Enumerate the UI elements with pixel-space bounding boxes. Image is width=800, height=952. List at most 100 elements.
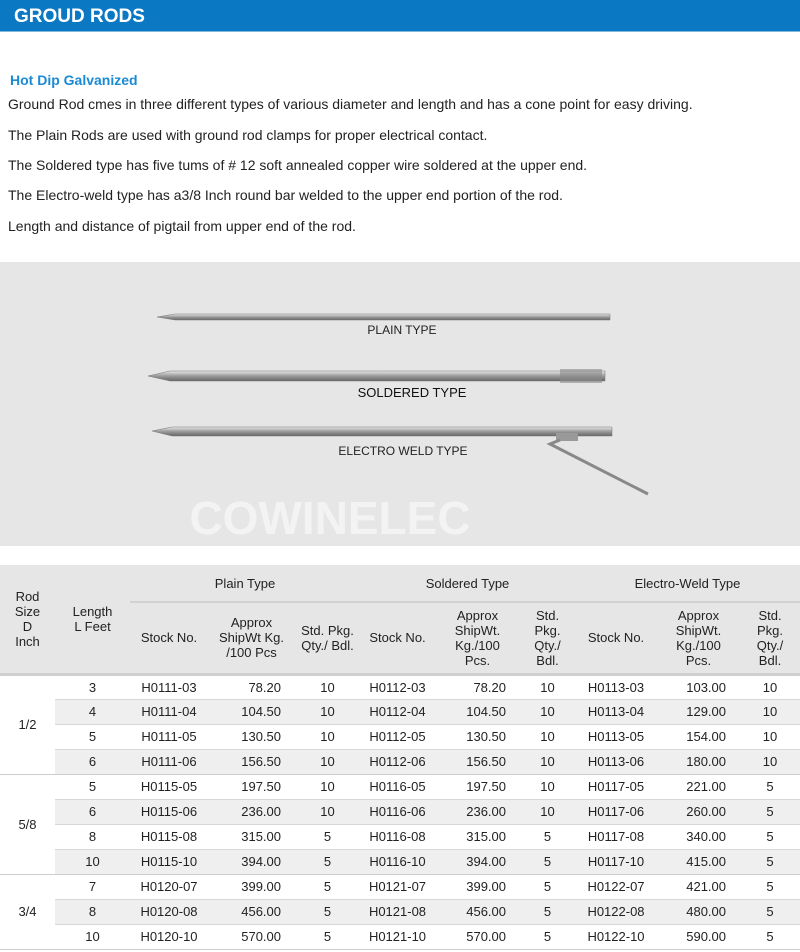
- table-cell: 236.00: [435, 799, 520, 825]
- table-cell: H0112-05: [360, 724, 435, 750]
- table-cell: 7: [55, 874, 130, 900]
- page-title-banner: GROUD RODS: [0, 0, 800, 32]
- table-row: 1/2 3 H0111-03 78.20 10 H0112-03 78.20 10 H0113-…: [0, 674, 800, 775]
- table-cell: 415.00: [657, 849, 740, 875]
- col-length: Length L Feet: [55, 565, 130, 676]
- table-cell: 154.00: [657, 724, 740, 750]
- table-cell: 5: [295, 924, 360, 950]
- table-cell: 5: [520, 874, 575, 900]
- section-subtitle: Hot Dip Galvanized: [10, 72, 138, 88]
- table-cell: H0115-10: [130, 849, 208, 875]
- table-cell: 8: [55, 824, 130, 850]
- table-cell: 10: [295, 724, 360, 750]
- table-cell: 221.00: [657, 774, 740, 800]
- table-cell: 129.00: [657, 699, 740, 725]
- col-ship-weight: Approx ShipWt Kg. /100 Pcs: [208, 602, 295, 676]
- table-cell: H0115-08: [130, 824, 208, 850]
- table-cell: 260.00: [657, 799, 740, 825]
- col-pkg-qty: Std. Pkg. Qty./ Bdl.: [520, 602, 575, 676]
- table-cell: H0116-06: [360, 799, 435, 825]
- table-cell: 10: [520, 724, 575, 750]
- col-pkg-qty: Std. Pkg. Qty./ Bdl.: [740, 602, 800, 676]
- table-cell: 5: [740, 874, 800, 900]
- product-figure: COWINELEC PLAIN TYPE SOLDERED TYPE ELECT…: [0, 262, 800, 546]
- table-cell: 5: [740, 774, 800, 800]
- table-cell: 10: [295, 799, 360, 825]
- table-cell: 5: [520, 824, 575, 850]
- electro-weld-type-label: ELECTRO WELD TYPE: [338, 444, 467, 458]
- table-cell: 10: [740, 674, 800, 700]
- table-cell: 456.00: [435, 899, 520, 925]
- table-cell: H0122-10: [575, 924, 657, 950]
- table-cell: 5: [520, 849, 575, 875]
- soldered-type-label: SOLDERED TYPE: [358, 385, 467, 400]
- rod-size-cell: 1/2: [0, 674, 55, 775]
- table-cell: 399.00: [435, 874, 520, 900]
- table-cell: 394.00: [435, 849, 520, 875]
- table-cell: 10: [520, 674, 575, 700]
- table-cell: H0116-05: [360, 774, 435, 800]
- rod-size-cell: 5/8: [0, 774, 55, 875]
- col-ship-weight: Approx ShipWt. Kg./100 Pcs.: [657, 602, 740, 676]
- table-cell: 5: [740, 924, 800, 950]
- group-soldered-type: Soldered Type: [360, 565, 575, 603]
- table-cell: 5: [55, 724, 130, 750]
- table-cell: 394.00: [208, 849, 295, 875]
- table-cell: 6: [55, 749, 130, 775]
- table-row: 10 H0120-10 570.00 5 H0121-10 570.00 5 H0122-10…: [0, 924, 800, 950]
- table-cell: 78.20: [435, 674, 520, 700]
- table-cell: H0116-08: [360, 824, 435, 850]
- table-cell: H0112-04: [360, 699, 435, 725]
- table-cell: 10: [740, 699, 800, 725]
- table-cell: 130.50: [208, 724, 295, 750]
- table-row: 8 H0115-08 315.00 5 H0116-08 315.00 5 H0117-08 3…: [0, 824, 800, 850]
- electro-weld-rod: [151, 426, 649, 496]
- col-stock-no: Stock No.: [575, 602, 657, 676]
- rods-illustration: COWINELEC PLAIN TYPE SOLDERED TYPE ELECT…: [147, 313, 649, 544]
- table-cell: 8: [55, 899, 130, 925]
- col-stock-no: Stock No.: [360, 602, 435, 676]
- table-row: 10 H0115-10 394.00 5 H0116-10 394.00 5 H0117-10…: [0, 849, 800, 875]
- table-cell: 10: [55, 924, 130, 950]
- table-row: 4 H0111-04 104.50 10 H0112-04 104.50 10 H0113-0…: [0, 699, 800, 725]
- paragraph: Length and distance of pigtail from uppe…: [8, 218, 356, 234]
- page-title: GROUD RODS: [14, 6, 145, 27]
- table-cell: 10: [520, 699, 575, 725]
- plain-type-label: PLAIN TYPE: [367, 323, 436, 337]
- table-cell: H0111-04: [130, 699, 208, 725]
- table-cell: 5: [740, 899, 800, 925]
- table-cell: H0111-05: [130, 724, 208, 750]
- paragraph: The Plain Rods are used with ground rod …: [8, 127, 488, 143]
- table-cell: H0115-06: [130, 799, 208, 825]
- table-cell: 5: [520, 924, 575, 950]
- table-cell: 6: [55, 799, 130, 825]
- table-cell: 5: [520, 899, 575, 925]
- table-cell: 10: [740, 749, 800, 775]
- table-cell: 456.00: [208, 899, 295, 925]
- col-ship-weight: Approx ShipWt. Kg./100 Pcs.: [435, 602, 520, 676]
- paragraph: The Electro-weld type has a3/8 Inch roun…: [8, 187, 563, 203]
- table-cell: 480.00: [657, 899, 740, 925]
- table-cell: 130.50: [435, 724, 520, 750]
- table-cell: 103.00: [657, 674, 740, 700]
- table-cell: H0117-06: [575, 799, 657, 825]
- table-cell: 421.00: [657, 874, 740, 900]
- table-cell: 5: [295, 899, 360, 925]
- table-cell: 5: [295, 824, 360, 850]
- table-cell: 315.00: [435, 824, 520, 850]
- table-row: 5 H0111-05 130.50 10 H0112-05 130.50 10 H0113-0…: [0, 724, 800, 750]
- table-cell: H0112-06: [360, 749, 435, 775]
- group-electro-weld-type: Electro-Weld Type: [575, 565, 800, 603]
- table-cell: H0121-10: [360, 924, 435, 950]
- table-cell: 340.00: [657, 824, 740, 850]
- table-cell: H0117-10: [575, 849, 657, 875]
- table-cell: 236.00: [208, 799, 295, 825]
- table-cell: H0113-04: [575, 699, 657, 725]
- table-cell: H0113-06: [575, 749, 657, 775]
- col-pkg-qty: Std. Pkg. Qty./ Bdl.: [295, 602, 360, 676]
- paragraph: Ground Rod cmes in three different types…: [8, 96, 693, 112]
- table-cell: 10: [55, 849, 130, 875]
- table-cell: 570.00: [435, 924, 520, 950]
- col-stock-no: Stock No.: [130, 602, 208, 676]
- table-cell: H0117-08: [575, 824, 657, 850]
